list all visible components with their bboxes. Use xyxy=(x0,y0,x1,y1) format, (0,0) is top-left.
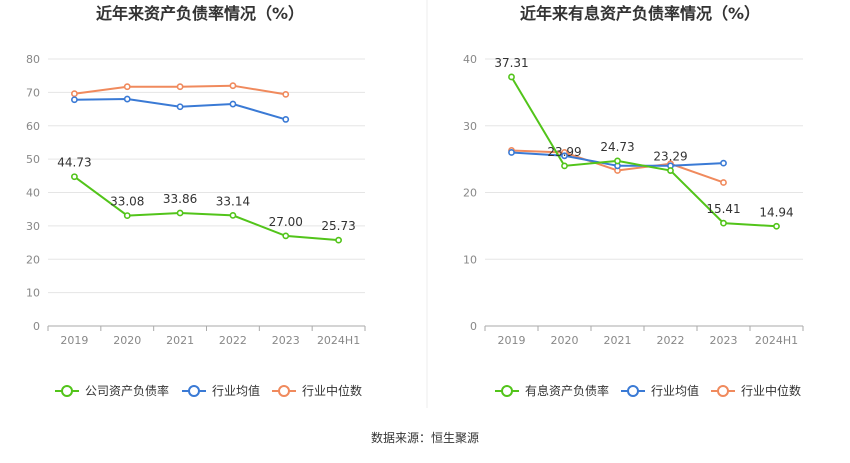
data-point xyxy=(123,95,131,103)
legend-item[interactable]: 行业均值 xyxy=(182,383,260,398)
data-point xyxy=(229,100,237,108)
legend-label: 行业中位数 xyxy=(302,383,362,398)
data-point xyxy=(561,152,568,160)
data-point xyxy=(561,162,568,170)
y-tick-label: 0 xyxy=(33,320,40,333)
y-tick-label: 30 xyxy=(26,220,40,233)
data-label: 44.73 xyxy=(57,156,91,170)
data-point xyxy=(71,173,78,181)
legend-marker-icon xyxy=(61,385,73,397)
x-tick-label: 2022 xyxy=(219,334,247,347)
x-tick-label: 2024H1 xyxy=(755,334,798,347)
data-point xyxy=(508,149,515,156)
data-point xyxy=(71,90,78,98)
data-source-note: 数据来源：恒生聚源 xyxy=(371,430,479,445)
legend-label: 行业均值 xyxy=(651,383,699,398)
legend-item[interactable]: 行业均值 xyxy=(621,383,699,398)
data-point xyxy=(176,83,184,91)
data-point xyxy=(123,212,131,219)
x-tick-label: 2021 xyxy=(604,334,632,347)
data-point xyxy=(71,96,78,104)
data-label: 24.73 xyxy=(600,140,634,154)
data-label: 33.86 xyxy=(163,192,197,206)
data-point xyxy=(720,219,727,227)
legend-marker-icon xyxy=(717,385,729,397)
x-tick-label: 2023 xyxy=(272,334,300,347)
chart-title: 近年来资产负债率情况（%） xyxy=(96,4,304,23)
legend-marker-icon xyxy=(278,385,290,397)
x-tick-label: 2019 xyxy=(60,334,88,347)
data-point xyxy=(176,103,184,111)
legend-label: 有息资产负债率 xyxy=(525,383,609,398)
y-tick-label: 10 xyxy=(463,253,477,266)
legend-marker-icon xyxy=(188,385,200,397)
x-tick-label: 2019 xyxy=(498,334,526,347)
data-point xyxy=(720,159,727,167)
data-point xyxy=(282,232,290,240)
legend-item[interactable]: 公司资产负债率 xyxy=(55,383,169,398)
x-tick-label: 2024H1 xyxy=(317,334,360,347)
data-point xyxy=(508,73,515,81)
y-tick-label: 40 xyxy=(463,53,477,66)
data-point xyxy=(229,211,237,219)
y-tick-label: 0 xyxy=(470,320,477,333)
data-label: 33.14 xyxy=(216,194,250,208)
y-tick-label: 50 xyxy=(26,153,40,166)
y-tick-label: 20 xyxy=(463,187,477,200)
y-tick-label: 80 xyxy=(26,53,40,66)
data-point xyxy=(667,167,674,174)
x-tick-label: 2021 xyxy=(166,334,194,347)
chart-title: 近年来有息资产负债率情况（%） xyxy=(520,4,760,23)
y-tick-label: 30 xyxy=(463,120,477,133)
legend-item[interactable]: 行业中位数 xyxy=(272,383,362,398)
legend-item[interactable]: 有息资产负债率 xyxy=(495,383,609,398)
y-tick-label: 40 xyxy=(26,187,40,200)
y-tick-label: 70 xyxy=(26,86,40,99)
interest-bearing-debt-ratio-chart: 近年来有息资产负债率情况（%） 0 10 20 30 40 2019 2020 2021 202… xyxy=(463,4,804,398)
data-label: 25.73 xyxy=(321,219,355,233)
data-point xyxy=(614,157,621,165)
legend-marker-icon xyxy=(501,385,513,397)
data-point xyxy=(282,90,290,98)
data-point xyxy=(773,222,780,230)
data-point xyxy=(176,209,184,217)
x-tick-label: 2020 xyxy=(113,334,141,347)
x-tick-label: 2022 xyxy=(657,334,685,347)
series-line xyxy=(510,76,777,228)
data-point xyxy=(335,236,342,244)
data-point xyxy=(123,83,131,91)
legend-label: 行业中位数 xyxy=(741,383,801,398)
y-tick-label: 60 xyxy=(26,120,40,133)
data-label: 33.08 xyxy=(110,195,144,209)
debt-ratio-chart: 近年来资产负债率情况（%） 0 10 20 30 40 50 60 70 80 2019 2020 2… xyxy=(26,4,366,398)
legend-label: 行业均值 xyxy=(212,383,260,398)
data-label: 27.00 xyxy=(269,215,303,229)
data-point xyxy=(720,179,727,186)
data-label: 37.31 xyxy=(494,56,528,70)
y-tick-label: 10 xyxy=(26,287,40,300)
data-label: 14.94 xyxy=(759,205,793,219)
legend-item[interactable]: 行业中位数 xyxy=(711,383,801,398)
x-tick-label: 2023 xyxy=(710,334,738,347)
legend-label: 公司资产负债率 xyxy=(85,383,169,398)
series-line xyxy=(73,175,339,242)
data-label: 15.41 xyxy=(706,202,740,216)
y-tick-label: 20 xyxy=(26,253,40,266)
data-point xyxy=(282,116,290,123)
legend-marker-icon xyxy=(627,385,639,397)
x-tick-label: 2020 xyxy=(551,334,579,347)
data-point xyxy=(229,82,237,90)
data-label: 23.99 xyxy=(547,145,581,159)
data-label: 23.29 xyxy=(653,150,687,164)
